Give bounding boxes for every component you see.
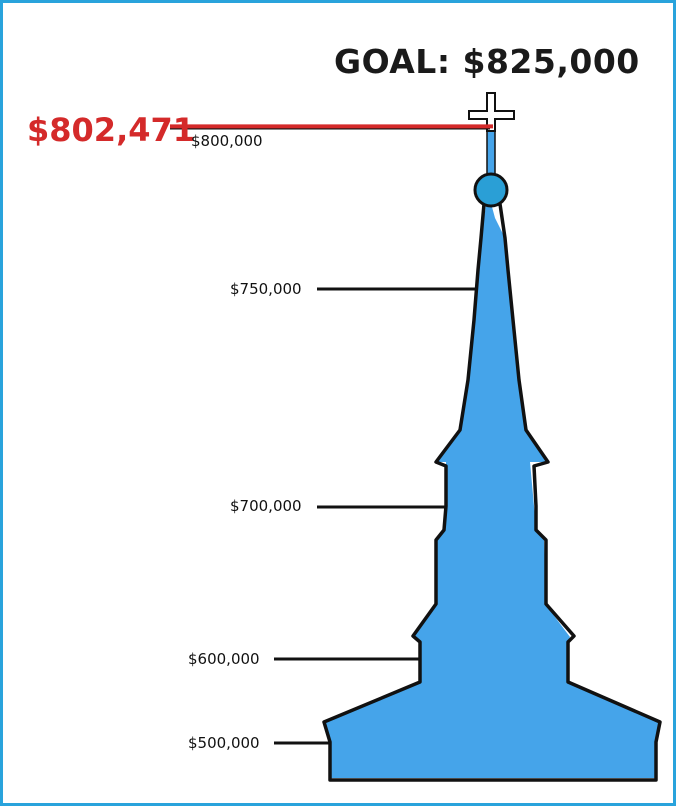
goal-title: GOAL: $825,000: [334, 42, 640, 81]
cross-icon: [468, 92, 515, 132]
steeple-outline: [322, 203, 662, 782]
tick-label-750000: $750,000: [230, 280, 302, 298]
current-value-label: $802,471: [27, 111, 196, 149]
tick-label-700000: $700,000: [230, 497, 302, 515]
tick-label-800000: $800,000: [191, 132, 263, 150]
tick-label-500000: $500,000: [188, 734, 260, 752]
spire-ball: [473, 172, 509, 208]
steeple-fill: [324, 192, 660, 778]
tick-label-600000: $600,000: [188, 650, 260, 668]
